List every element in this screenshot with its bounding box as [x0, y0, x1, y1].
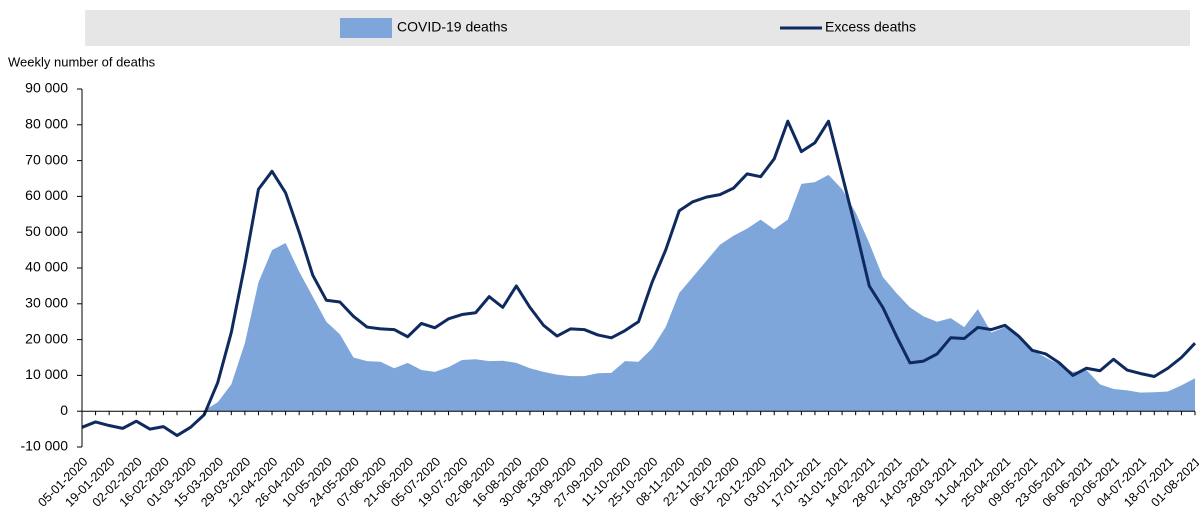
legend-background [85, 10, 1190, 46]
y-tick-label: 80 000 [25, 116, 68, 132]
legend-label: COVID-19 deaths [397, 19, 508, 35]
y-axis-title: Weekly number of deaths [8, 54, 156, 69]
legend-swatch [340, 18, 392, 38]
y-tick-label: 40 000 [25, 259, 68, 275]
y-tick-label: 30 000 [25, 295, 68, 311]
y-tick-label: 50 000 [25, 223, 68, 239]
y-tick-label: 70 000 [25, 151, 68, 167]
y-tick-label: 0 [60, 402, 68, 418]
legend-label: Excess deaths [825, 19, 916, 35]
y-tick-label: 10 000 [25, 366, 68, 382]
line [81, 119, 1197, 438]
y-tick-label: 90 000 [25, 80, 68, 96]
y-tick-label: -10 000 [21, 438, 69, 454]
y-tick-label: 20 000 [25, 330, 68, 346]
area [82, 174, 1195, 412]
y-tick-label: 60 000 [25, 187, 68, 203]
